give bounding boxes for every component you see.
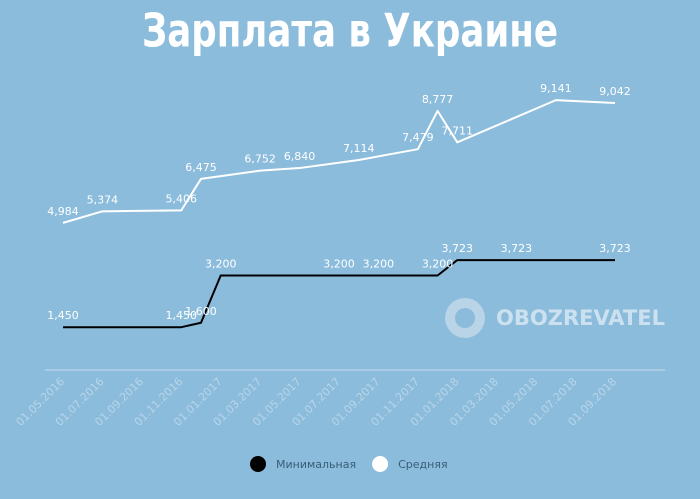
data-label: 1,450 — [47, 309, 79, 322]
data-label: 3,723 — [501, 242, 533, 255]
data-label: 6,840 — [284, 150, 316, 163]
legend-marker — [372, 456, 389, 472]
data-label: 3,723 — [599, 242, 631, 255]
data-label: 7,479 — [402, 131, 434, 144]
series-line — [63, 259, 615, 329]
data-label: 7,114 — [343, 142, 375, 155]
legend-label: Минимальная — [276, 458, 356, 471]
data-label: 3,200 — [363, 258, 395, 271]
data-label: 6,475 — [185, 161, 217, 174]
data-label: 8,777 — [422, 93, 454, 106]
data-label: 1,450 — [166, 309, 198, 322]
data-label: 5,406 — [166, 192, 198, 205]
data-label: 3,200 — [205, 258, 237, 271]
data-label: 4,984 — [47, 205, 79, 218]
legend-label: Средняя — [398, 458, 447, 471]
data-label: 1,600 — [185, 305, 217, 318]
data-label: 7,711 — [442, 124, 474, 137]
chart-title: Зарплата в Украине — [142, 5, 558, 59]
legend-marker — [250, 456, 266, 472]
data-label: 3,200 — [323, 258, 355, 271]
data-label: 9,141 — [540, 82, 572, 95]
data-label: 3,723 — [442, 242, 474, 255]
watermark: OBOZREVATEL — [445, 298, 665, 338]
watermark-text: OBOZREVATEL — [496, 306, 665, 330]
series-line — [62, 99, 616, 224]
data-label: 9,042 — [599, 85, 631, 98]
data-label: 5,374 — [87, 193, 119, 206]
data-label: 6,752 — [244, 153, 276, 166]
data-label: 3,200 — [422, 258, 454, 271]
watermark-logo-inner — [455, 308, 475, 328]
